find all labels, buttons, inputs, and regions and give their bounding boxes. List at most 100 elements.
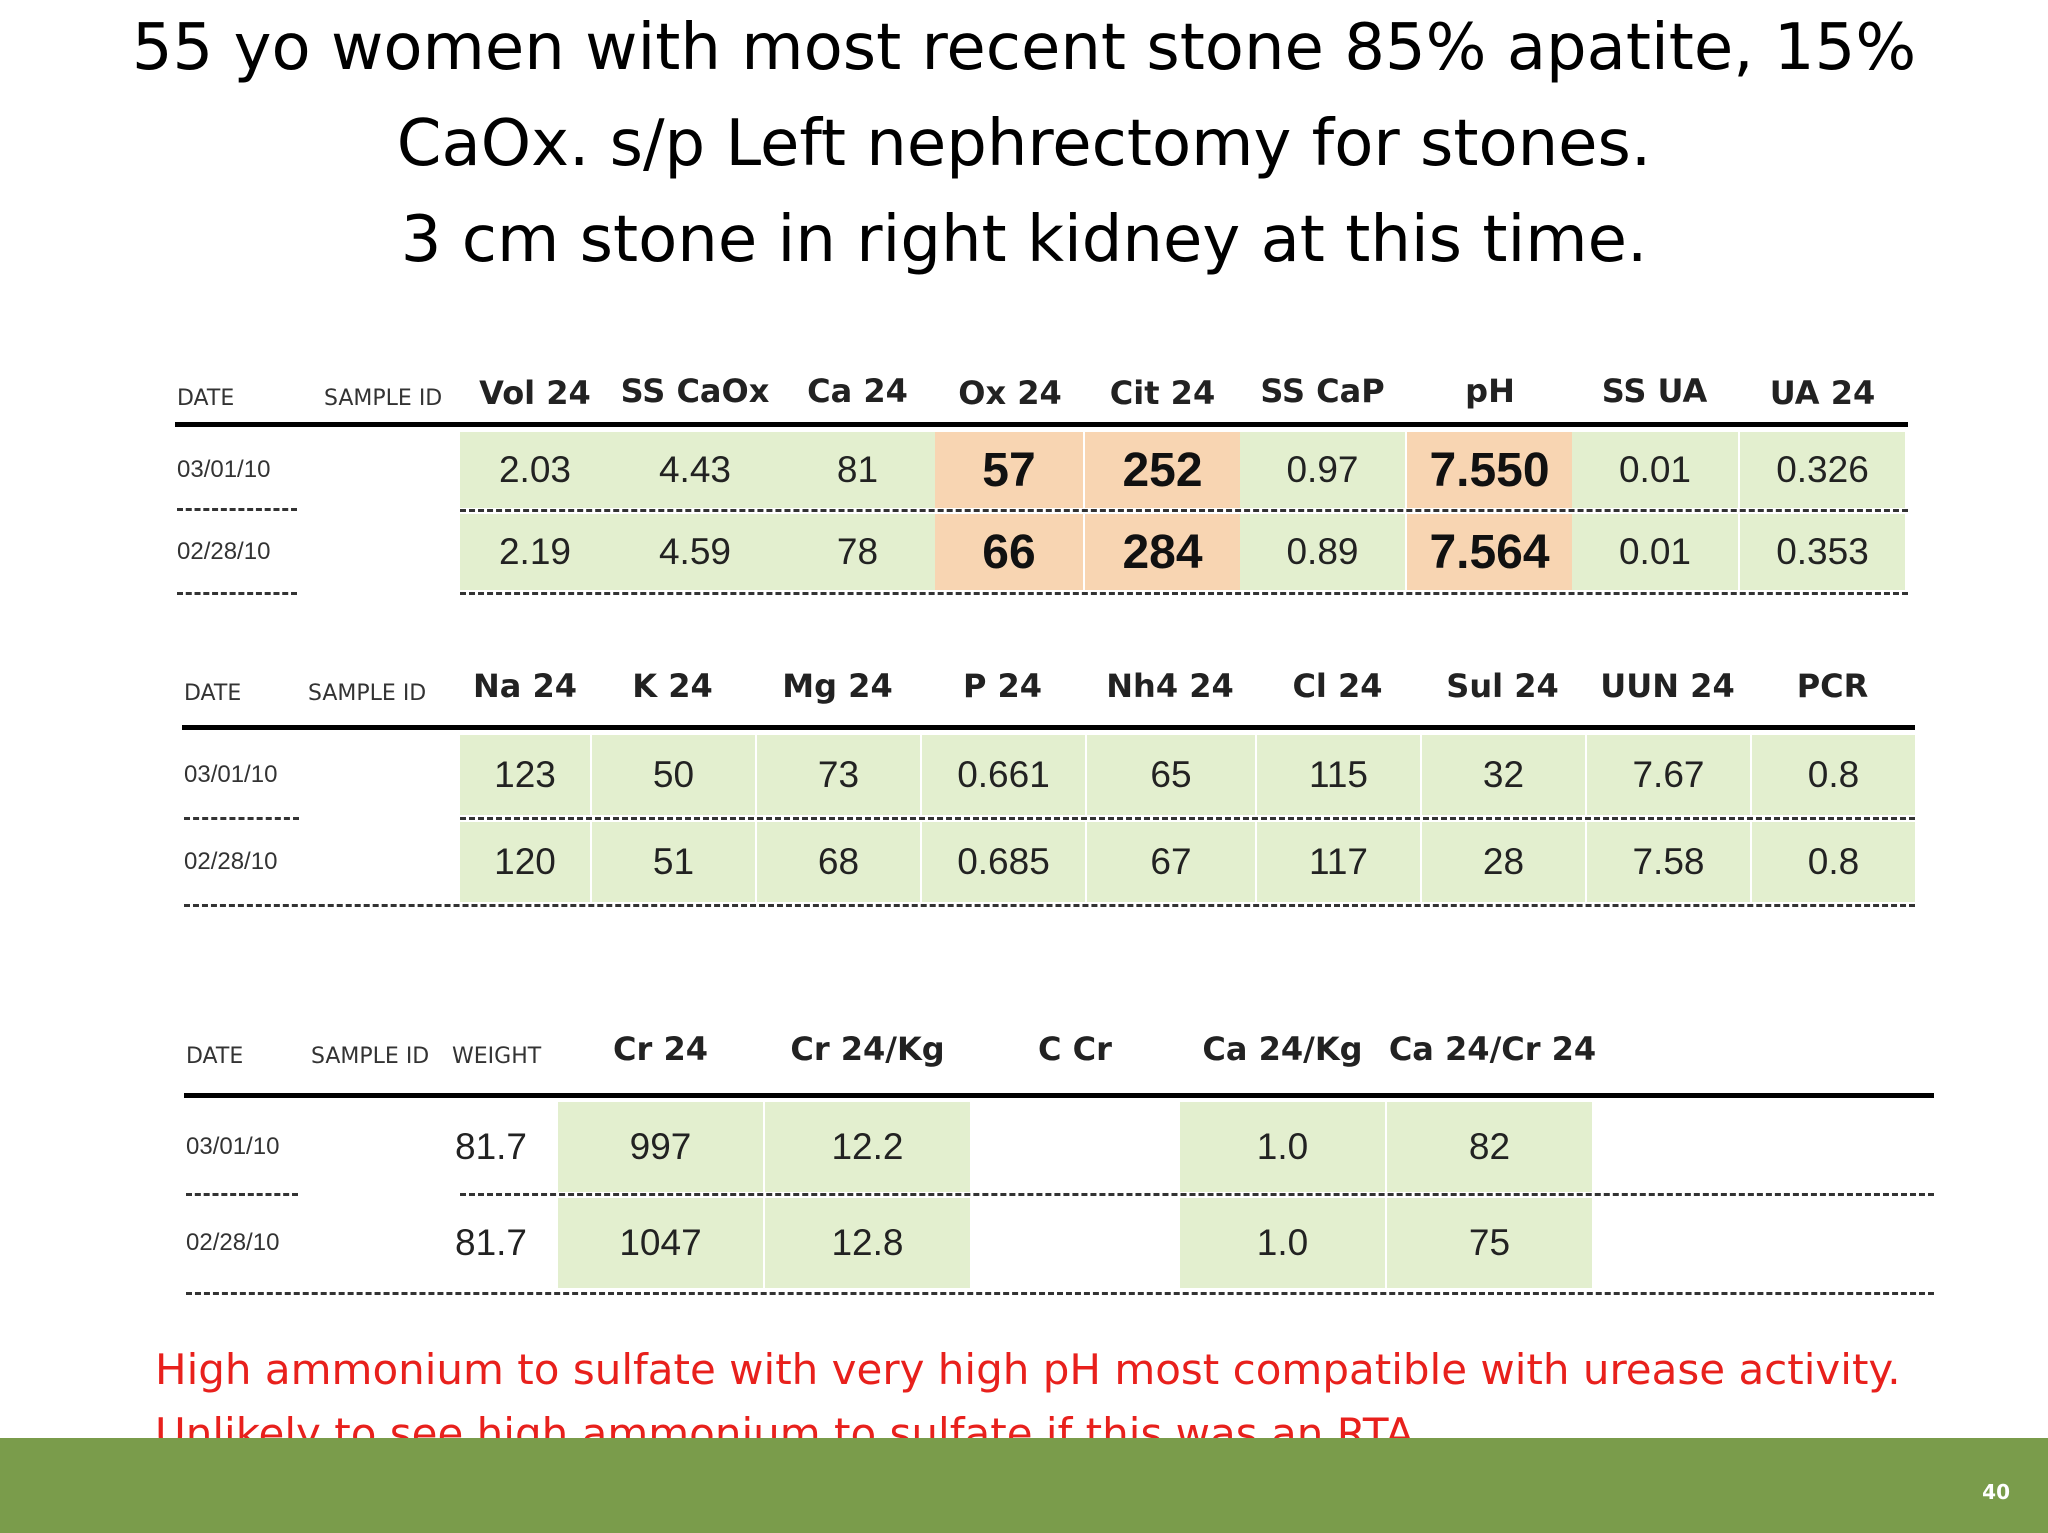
t3-row1-ca24-cr24: 82 [1387, 1102, 1592, 1192]
t1-row2-date-dash [177, 592, 297, 595]
t1-row1-date-dash [177, 508, 297, 511]
title-line-1: 55 yo women with most recent stone 85% a… [131, 11, 1917, 85]
t1-row1-ua24: 0.326 [1740, 432, 1905, 508]
t1-row1-ox24: 57 [935, 432, 1083, 508]
t1-header-ss-ua: SS UA [1601, 372, 1708, 410]
t2-row2-pcr: 0.8 [1752, 822, 1915, 902]
t3-row1-date: 03/01/10 [186, 1133, 280, 1160]
t1-row2-ss-ua: 0.01 [1572, 514, 1738, 590]
t3-row1-cr24-kg: 12.2 [765, 1102, 970, 1192]
t1-row1-dash [460, 509, 1908, 512]
t2-row2-k24: 51 [592, 822, 755, 902]
t3-row1-dash [460, 1193, 1934, 1196]
t3-row1-weight: 81.7 [455, 1126, 528, 1167]
t3-row2-cr24-kg: 12.8 [765, 1198, 970, 1288]
t1-row1-ss-cap: 0.97 [1240, 432, 1405, 508]
t3-header-cr24-kg: Cr 24/Kg [790, 1030, 945, 1068]
t3-row2-ca24-kg: 1.0 [1180, 1198, 1385, 1288]
t2-header-cl24: Cl 24 [1292, 667, 1383, 705]
t1-header-date: DATE [177, 385, 235, 411]
t2-row1-cl24: 115 [1257, 735, 1420, 815]
t2-row2-mg24: 68 [757, 822, 920, 902]
title-line-2: CaOx. s/p Left nephrectomy for stones. [396, 107, 1652, 181]
interpretation-note: High ammonium to sulfate with very high … [155, 1338, 1901, 1440]
footer-bar: 40 [0, 1438, 2048, 1533]
t1-header-sample-id: SAMPLE ID [324, 385, 443, 411]
t1-row2-ox24: 66 [935, 514, 1083, 590]
t1-header-cit24: Cit 24 [1109, 374, 1216, 412]
t1-header-vol24: Vol 24 [479, 374, 591, 412]
t1-row1-cit24: 252 [1085, 432, 1240, 508]
t1-row1-date: 03/01/10 [177, 456, 271, 483]
t2-header-date: DATE [184, 680, 242, 706]
page-number: 40 [1982, 1480, 2010, 1504]
t3-row2-weight: 81.7 [455, 1222, 528, 1263]
t1-row1-vol24: 2.03 [498, 449, 571, 490]
t3-row2-date: 02/28/10 [186, 1229, 280, 1256]
t1-row2-cit24: 284 [1085, 514, 1240, 590]
t2-header-uun24: UUN 24 [1600, 667, 1735, 705]
t3-header-ca24-kg: Ca 24/Kg [1202, 1030, 1363, 1068]
t1-header-ox24: Ox 24 [958, 374, 1062, 412]
t1-header-ss-caox: SS CaOx [620, 372, 770, 410]
t1-row2-vol24: 2.19 [498, 531, 571, 572]
t2-row1-na24: 123 [460, 735, 590, 815]
t3-header-ca24-cr24: Ca 24/Cr 24 [1388, 1030, 1597, 1068]
slide-title: 55 yo women with most recent stone 85% a… [0, 0, 2048, 288]
t1-row1-ss-caox: 4.43 [658, 449, 731, 490]
t2-header-p24: P 24 [962, 667, 1043, 705]
t2-row1-date-dash [184, 817, 299, 820]
t2-row1-p24: 0.661 [922, 735, 1085, 815]
t2-row1-nh4-24: 65 [1087, 735, 1255, 815]
t1-row1-ss-ua: 0.01 [1572, 432, 1738, 508]
t1-row1-ph: 7.550 [1407, 432, 1572, 508]
t2-row2-date: 02/28/10 [184, 848, 278, 875]
t2-row1-dash [460, 817, 1915, 820]
t2-row1-mg24: 73 [757, 735, 920, 815]
t3-row2-c-cr [975, 1198, 1175, 1288]
t3-row1-cr24: 997 [558, 1102, 763, 1192]
t2-row2-uun24: 7.58 [1587, 822, 1750, 902]
t2-row2-sul24: 28 [1422, 822, 1585, 902]
t2-row2-dash [184, 904, 1915, 907]
t2-row2-na24: 120 [460, 822, 590, 902]
note-line-1: High ammonium to sulfate with very high … [155, 1345, 1901, 1394]
t3-row1-c-cr [975, 1102, 1175, 1192]
t3-header-weight: WEIGHT [452, 1043, 542, 1069]
t3-row2-ca24-cr24: 75 [1387, 1198, 1592, 1288]
t2-row1-uun24: 7.67 [1587, 735, 1750, 815]
t2-header-pcr: PCR [1796, 667, 1869, 705]
t2-header-na24: Na 24 [472, 667, 578, 705]
t1-row2-dash [460, 592, 1908, 595]
t2-header-sul24: Sul 24 [1446, 667, 1559, 705]
t1-row1-bg-a [460, 432, 780, 508]
t1-header-ph: pH [1465, 372, 1515, 410]
t1-header-ca24: Ca 24 [807, 372, 908, 410]
t3-header-sample-id: SAMPLE ID [311, 1043, 430, 1069]
t2-header-sample-id: SAMPLE ID [308, 680, 427, 706]
t3-row1-date-dash [186, 1193, 298, 1196]
t1-row2-ca24: 78 [780, 514, 935, 590]
t3-header-date: DATE [186, 1043, 244, 1069]
t1-row1-ca24: 81 [780, 432, 935, 508]
t2-row1-sul24: 32 [1422, 735, 1585, 815]
note-clip: High ammonium to sulfate with very high … [0, 1338, 2048, 1440]
t1-row2-bg-a [460, 514, 780, 590]
t3-header-cr24: Cr 24 [613, 1030, 708, 1068]
t3-row2-cr24: 1047 [558, 1198, 763, 1288]
t1-header-ua24: UA 24 [1769, 374, 1876, 412]
t1-row2-ss-cap: 0.89 [1240, 514, 1405, 590]
t3-row2-dash [186, 1292, 1934, 1295]
t2-row1-pcr: 0.8 [1752, 735, 1915, 815]
t1-row2-ua24: 0.353 [1740, 514, 1905, 590]
t2-header-mg24: Mg 24 [782, 667, 893, 705]
t2-row2-p24: 0.685 [922, 822, 1085, 902]
t1-row2-ph: 7.564 [1407, 514, 1572, 590]
t2-header-k24: K 24 [632, 667, 713, 705]
t2-row1-date: 03/01/10 [184, 761, 278, 788]
note-line-2: Unlikely to see high ammonium to sulfate… [155, 1409, 1414, 1440]
t2-header-rule [182, 725, 1915, 730]
t3-row1-ca24-kg: 1.0 [1180, 1102, 1385, 1192]
t3-header-c-cr: C Cr [1038, 1030, 1112, 1068]
t1-header-ss-cap: SS CaP [1260, 372, 1385, 410]
